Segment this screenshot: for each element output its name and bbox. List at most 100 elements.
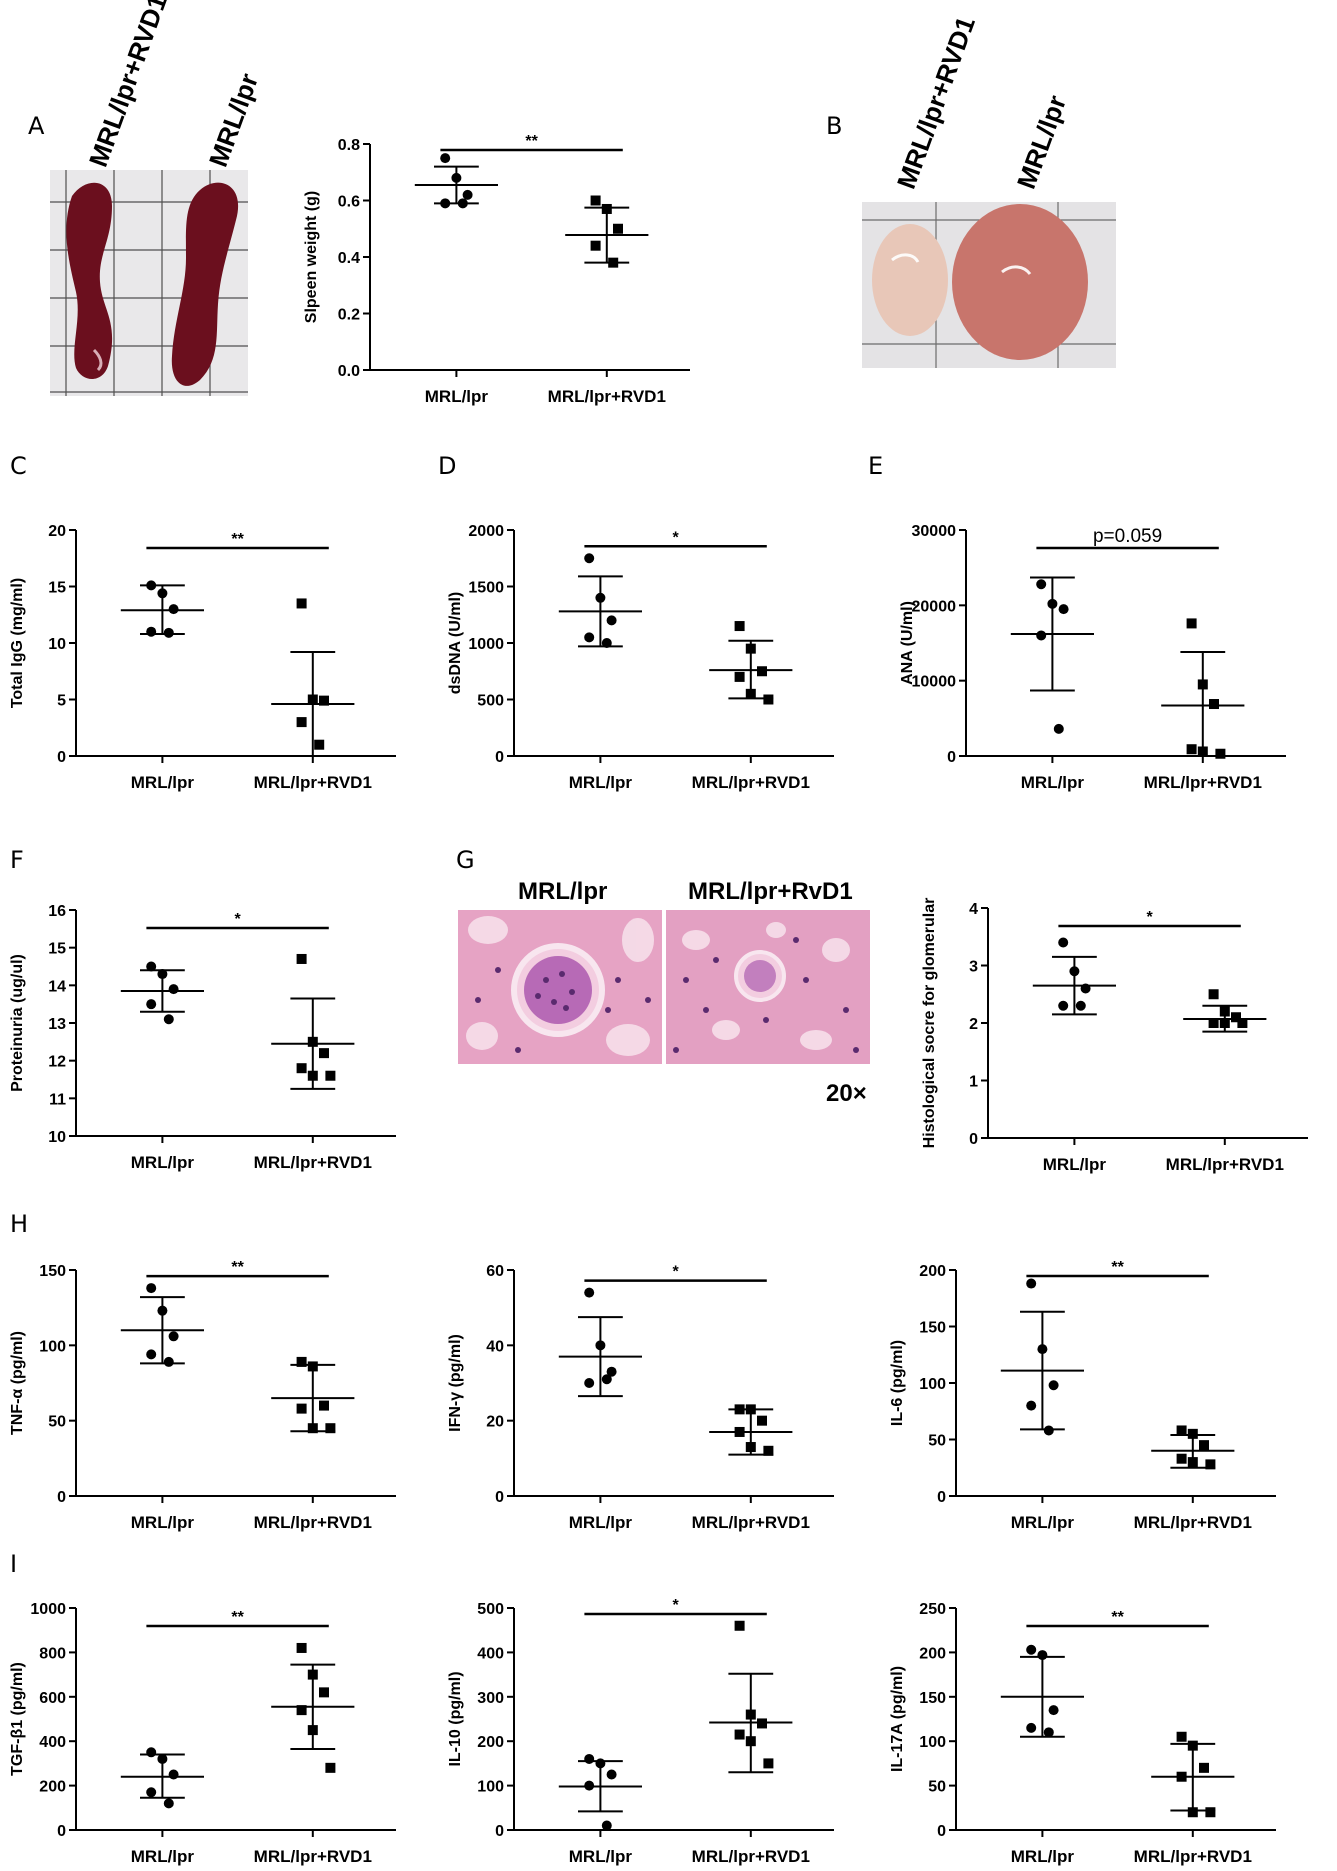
data-point <box>457 198 468 209</box>
data-point <box>745 1404 756 1415</box>
data-point <box>1176 1771 1187 1782</box>
y-tick-label: 20 <box>48 523 66 540</box>
data-point <box>1036 579 1047 590</box>
significance-label: ** <box>1111 1609 1124 1626</box>
data-point <box>1043 1425 1054 1436</box>
y-tick-label: 14 <box>48 978 66 995</box>
y-tick-label: 12 <box>48 1054 66 1071</box>
data-point <box>745 1709 756 1720</box>
y-tick-label: 0.4 <box>338 250 360 267</box>
data-point <box>1026 1722 1037 1733</box>
data-point <box>319 1048 329 1059</box>
y-axis-label: IL-17A (pg/ml) <box>889 1666 906 1772</box>
data-point <box>608 257 619 268</box>
data-point <box>168 984 179 995</box>
data-point <box>146 580 157 591</box>
x-tick-label: MRL/lpr <box>1021 773 1085 792</box>
spleen-photo <box>50 170 248 396</box>
data-point <box>734 1426 745 1437</box>
y-tick-label: 0.2 <box>338 307 360 324</box>
data-point <box>1058 604 1069 615</box>
y-tick-label: 0 <box>57 749 66 766</box>
y-tick-label: 500 <box>477 693 504 710</box>
significance-label: p=0.059 <box>1093 526 1162 547</box>
data-point <box>763 1445 774 1456</box>
data-point <box>168 604 179 615</box>
data-point <box>1176 1425 1187 1436</box>
y-tick-label: 0 <box>937 1823 946 1840</box>
y-tick-label: 20 <box>486 1414 504 1431</box>
chart-il6: 0 50 100 150 200 MRL/lpr MRL/lpr+RVD1 IL-6 (pg/… <box>889 1259 1276 1532</box>
significance-label: ** <box>525 133 538 150</box>
y-tick-label: 100 <box>919 1376 946 1393</box>
significance-label: * <box>672 529 679 546</box>
data-point <box>745 688 756 699</box>
significance-label: ** <box>231 1259 244 1276</box>
data-point <box>146 1787 157 1798</box>
y-tick-label: 0.0 <box>338 363 360 380</box>
lymph-photo-label-rvd1: MRL/lpr+RVD1 <box>890 12 981 193</box>
y-axis-label: IL-6 (pg/ml) <box>889 1340 906 1426</box>
data-point <box>606 1769 617 1780</box>
lymph-node-photo <box>862 202 1116 368</box>
data-point <box>601 1374 612 1385</box>
chart-ifn: 0 20 40 60 MRL/lpr MRL/lpr+RVD1 IFN-γ (pg/ml) * <box>447 1263 834 1532</box>
y-tick-label: 0 <box>495 1489 504 1506</box>
y-tick-label: 800 <box>39 1645 66 1662</box>
data-point <box>440 153 451 164</box>
y-axis-label: IFN-γ (pg/ml) <box>447 1334 464 1432</box>
data-point <box>307 1361 318 1372</box>
lymph-node-lpr <box>952 204 1088 360</box>
data-point <box>1237 1018 1248 1028</box>
y-tick-label: 5 <box>57 693 66 710</box>
data-point <box>1187 1428 1198 1439</box>
data-point <box>584 632 595 643</box>
x-tick-label: MRL/lpr+RVD1 <box>692 1513 810 1532</box>
y-tick-label: 13 <box>48 1016 66 1033</box>
data-point <box>462 189 473 200</box>
data-point <box>1197 746 1208 757</box>
spleen-rvd1 <box>66 182 113 379</box>
significance-label: ** <box>1111 1259 1124 1276</box>
data-point <box>163 1356 174 1367</box>
data-point <box>1058 937 1069 948</box>
y-tick-label: 200 <box>919 1263 946 1280</box>
x-tick-label: MRL/lpr <box>425 387 489 406</box>
data-point <box>1199 1762 1209 1773</box>
data-point <box>1219 1006 1230 1017</box>
x-tick-label: MRL/lpr+RVD1 <box>548 387 666 406</box>
x-tick-label: MRL/lpr+RVD1 <box>254 1513 372 1532</box>
panel-letter-f: F <box>10 846 24 874</box>
data-point <box>157 1753 168 1764</box>
y-tick-label: 20000 <box>912 598 957 615</box>
data-point <box>1069 966 1080 977</box>
data-point <box>1176 1453 1187 1464</box>
panel-letter-e: E <box>868 452 884 480</box>
data-point <box>1208 1018 1219 1028</box>
data-point <box>1186 744 1197 755</box>
data-point <box>307 1725 318 1736</box>
panel-letter-b: B <box>826 112 843 140</box>
spleen-photo-label-lpr: MRL/lpr <box>202 69 265 171</box>
data-point <box>1026 1400 1037 1411</box>
data-point <box>296 1403 307 1414</box>
data-point <box>146 1283 157 1294</box>
y-axis-label: Total IgG (mg/ml) <box>9 578 26 708</box>
y-tick-label: 0.8 <box>338 137 360 154</box>
data-point <box>606 1366 617 1377</box>
data-point <box>1187 1807 1198 1818</box>
data-point <box>601 1820 612 1831</box>
panel-letter-g: G <box>456 846 475 874</box>
data-point <box>763 1758 774 1769</box>
data-point <box>1075 1000 1086 1011</box>
data-point <box>296 1642 307 1653</box>
y-tick-label: 0 <box>57 1489 66 1506</box>
data-point <box>734 1404 745 1415</box>
data-point <box>307 1070 318 1081</box>
spleen-photo-label-rvd1: MRL/lpr+RVD1 <box>82 0 173 171</box>
y-tick-label: 10 <box>48 1129 66 1146</box>
data-point <box>734 1620 745 1631</box>
x-tick-label: MRL/lpr <box>131 1847 195 1866</box>
data-point <box>157 969 168 980</box>
y-tick-label: 300 <box>477 1690 504 1707</box>
